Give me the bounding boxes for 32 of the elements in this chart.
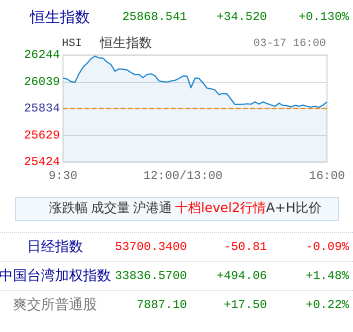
x-tick-label: 9:30 — [48, 169, 78, 183]
text: +0.22% — [306, 297, 349, 313]
y-tick-label: 26039 — [24, 74, 60, 89]
text: +34.520 — [216, 9, 267, 25]
text: +1.48% — [306, 268, 349, 284]
text: 中国台湾加权指数 — [0, 268, 111, 284]
text: -0.09% — [306, 239, 349, 255]
text: 53700.3400 — [114, 239, 187, 255]
text: 成交量 — [91, 201, 130, 217]
chart-title: 恒生指数 — [30, 8, 90, 26]
text: +0.130% — [298, 9, 349, 25]
text: -50.81 — [224, 239, 267, 255]
text: +17.50 — [224, 297, 267, 313]
text: 33836.5700 — [114, 268, 187, 284]
x-tick-label: 12:00/13:00 — [143, 169, 223, 183]
y-tick-label: 26244 — [24, 48, 60, 62]
y-tick-label: 25629 — [24, 128, 60, 142]
text: 爽交所普通股 — [13, 297, 97, 313]
text: 03-17 16:00 — [253, 37, 326, 52]
text: 恒生指数 — [100, 36, 152, 52]
text: A+H比价 — [266, 201, 322, 217]
text: 25868.541 — [122, 9, 187, 25]
text: 沪港通 — [133, 201, 172, 217]
y-tick-label: 25834 — [24, 102, 60, 116]
text: HSI — [62, 37, 82, 52]
text: 涨跌幅 — [49, 201, 88, 217]
x-tick-label: 16:00 — [308, 169, 346, 183]
text: 7887.10 — [136, 297, 187, 313]
y-tick-label: 25424 — [24, 155, 60, 169]
text: 日经指数 — [27, 239, 83, 255]
text: 十档level2行情 — [175, 201, 266, 217]
text: +494.06 — [216, 268, 267, 284]
